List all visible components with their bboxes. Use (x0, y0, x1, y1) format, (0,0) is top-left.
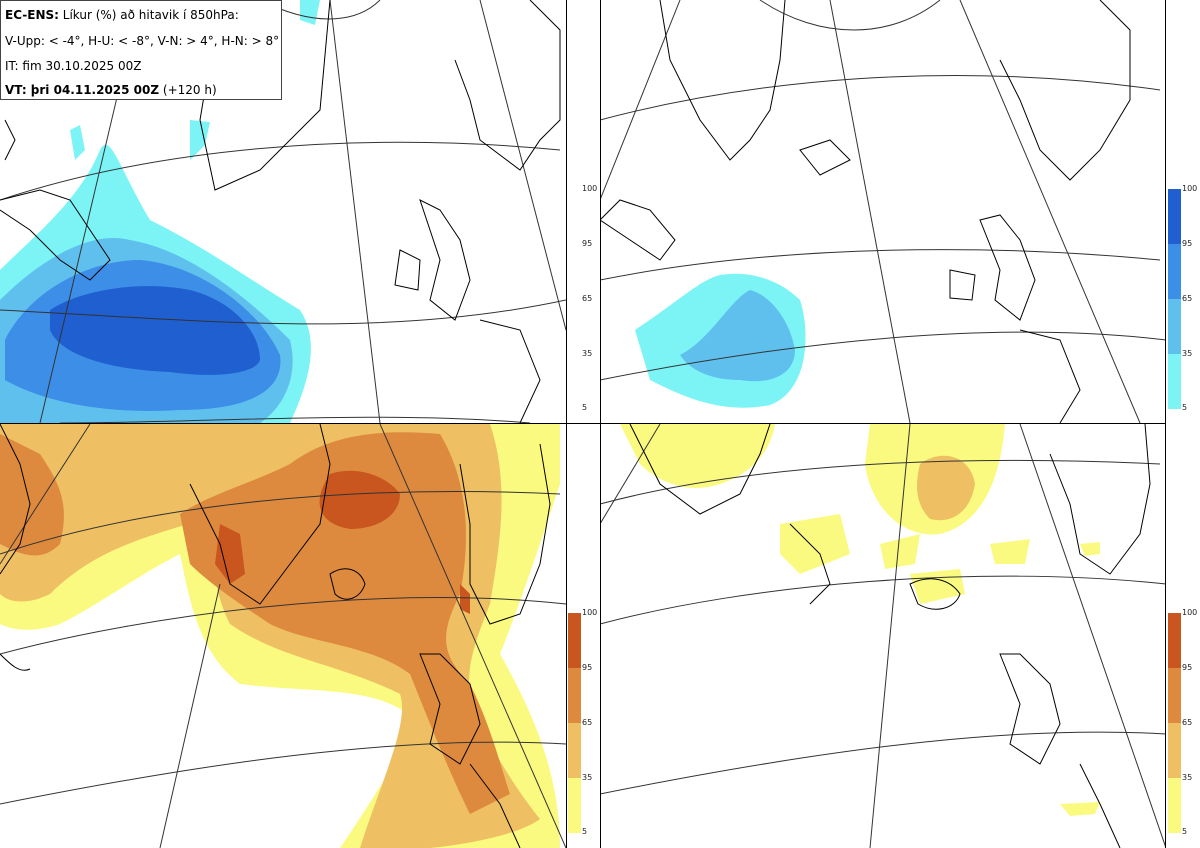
map-panel-v-upp (0, 0, 566, 423)
valid-time: VT: þri 04.11.2025 00Z (5, 83, 160, 97)
cbar-label-95: 95 (582, 663, 593, 672)
cbar-label-65: 65 (1182, 718, 1193, 727)
cbar-label-65: 65 (582, 294, 593, 303)
map-panel-h-n (600, 424, 1166, 848)
prob-area-65 (0, 432, 510, 814)
colorbar-labels-1: 100 95 65 35 5 (568, 185, 608, 415)
title-line: EC-ENS: Líkur (%) að hitavik í 850hPa: (5, 8, 239, 22)
valid-time-line: VT: þri 04.11.2025 00Z (+120 h) (5, 83, 217, 97)
cbar-label-100: 100 (582, 184, 598, 193)
panel-divider-far-right (1165, 0, 1166, 848)
cbar-label-35: 35 (582, 773, 593, 782)
prob-area-5 (620, 424, 1100, 816)
cbar-label-100: 100 (1182, 608, 1198, 617)
init-time: IT: fim 30.10.2025 00Z (5, 59, 142, 73)
map-panel-v-n (0, 424, 566, 848)
map-info-box: EC-ENS: Líkur (%) að hitavik í 850hPa: V… (0, 0, 282, 100)
map-canvas-v-n (0, 424, 566, 848)
cbar-label-95: 95 (582, 239, 593, 248)
cbar-label-65: 65 (1182, 294, 1193, 303)
colorbar-labels-4: 100 95 65 35 5 (1168, 609, 1200, 839)
lead-time: (+120 h) (162, 83, 217, 97)
thresholds-text: V-Upp: < -4°, H-U: < -8°, V-N: > 4°, H-N… (5, 34, 280, 48)
prob-area-95 (50, 286, 260, 375)
cbar-label-35: 35 (1182, 349, 1193, 358)
model-name: EC-ENS: (5, 8, 59, 22)
map-canvas-v-upp (0, 0, 566, 423)
map-panel-h-u (600, 0, 1166, 423)
cbar-label-100: 100 (582, 608, 598, 617)
colorbar-swatches-3 (568, 613, 581, 833)
prob-area-95 (215, 470, 470, 614)
cbar-label-95: 95 (1182, 239, 1193, 248)
cbar-label-35: 35 (1182, 773, 1193, 782)
prob-area-35 (917, 455, 975, 521)
panel-divider-right (600, 0, 601, 848)
cbar-label-100: 100 (1182, 184, 1198, 193)
cbar-label-65: 65 (582, 718, 593, 727)
cbar-label-5: 5 (582, 403, 588, 412)
colorbar-swatches-4 (1168, 613, 1181, 833)
cbar-label-5: 5 (1182, 827, 1188, 836)
cbar-label-5: 5 (582, 827, 588, 836)
cbar-label-35: 35 (582, 349, 593, 358)
colorbar-swatches-2 (1168, 189, 1181, 409)
prob-area-35 (680, 290, 795, 382)
colorbar-labels-2: 100 95 65 35 5 (1168, 185, 1200, 415)
map-canvas-h-n (600, 424, 1166, 848)
title-text: Líkur (%) að hitavik í 850hPa: (58, 8, 239, 22)
cbar-label-5: 5 (1182, 403, 1188, 412)
cbar-label-95: 95 (1182, 663, 1193, 672)
prob-area-5b (70, 0, 320, 160)
map-canvas-h-u (600, 0, 1166, 423)
panel-divider-left (566, 0, 567, 848)
colorbar-labels-3: 100 95 65 35 5 (568, 609, 600, 839)
panel-divider-horizontal (0, 423, 1166, 424)
